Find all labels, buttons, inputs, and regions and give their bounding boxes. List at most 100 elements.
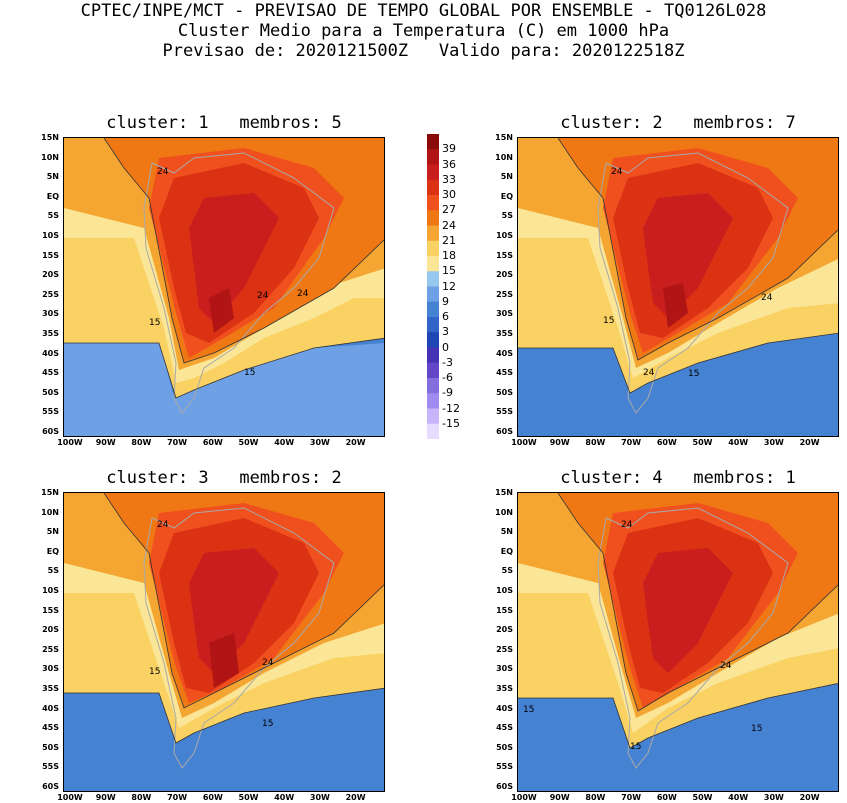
colorbar-swatch [427,134,439,150]
lat-tick-label: 50S [42,742,59,752]
lon-tick-label: 70W [621,438,642,447]
band-36-1 [209,288,234,333]
contour-24-1 [103,138,384,364]
map-panel-1: 24 24 24 15 15 [63,137,385,437]
lat-tick-label: 30S [42,664,59,674]
lat-tick-label: 10S [42,586,59,595]
contour-24-2 [557,138,838,361]
contour-15-3 [64,687,384,744]
lat-tick-label: EQ [500,191,513,201]
lon-tick-label: 30W [763,793,784,802]
lon-tick-label: 50W [692,793,713,802]
lat-tick-label: 35S [496,329,513,338]
band-33-1 [189,193,279,323]
contour-label-4a: 24 [621,520,633,530]
lat-tick-label: 20S [42,270,59,280]
panel-title-4: cluster: 4 membros: 1 [560,468,796,488]
lat-tick-label: 45S [496,368,513,378]
lat-tick-label: 5N [46,527,59,537]
lat-tick-label: 50S [496,742,513,752]
colorbar-swatch [427,408,439,425]
lat-tick-label: 25S [496,644,513,654]
lon-tick-label: 60W [202,793,223,802]
lat-tick-label: 10S [496,586,513,595]
lon-tick-label: 70W [621,793,642,802]
lat-tick-label: 40S [42,703,59,713]
lon-tick-label: 70W [167,438,188,447]
band-36-2 [663,283,688,328]
colorbar-swatch [427,179,439,196]
lat-tick-label: 60S [42,427,59,436]
lon-tick-label: 60W [656,793,677,802]
lon-tick-label: 40W [274,793,295,802]
lon-tick-label: 50W [238,438,259,447]
lat-tick-label: EQ [46,546,59,556]
lon-tick-label: 20W [345,438,366,447]
lon-tick-label: 20W [799,793,820,802]
chart-title-line1: CPTEC/INPE/MCT - PREVISAO DE TEMPO GLOBA… [80,1,767,21]
colorbar-tick-label: 3 [442,325,449,339]
colorbar-swatch [427,301,439,318]
lon-tick-label: 100W [57,438,83,447]
lat-tick-label: 60S [496,427,513,436]
colorbar-tick-label: 18 [442,249,456,262]
lon-tick-label: 60W [656,438,677,447]
contour-label-2c: 15 [603,316,614,326]
colorbar-swatch [427,271,439,287]
lat-tick-label: 30S [496,664,513,674]
lat-tick-label: 10N [495,152,513,162]
colorbar-swatch [427,210,439,226]
colorbar-swatch [427,149,439,165]
lat-tick-label: 40S [496,703,513,713]
lon-tick-label: 100W [57,793,83,802]
lat-tick-label: 5S [47,211,59,221]
chart-title-line3: Previsao de: 2020121500Z Valido para: 20… [162,41,685,61]
lat-tick-label: 55S [42,407,59,417]
lat-tick-label: 20S [42,625,59,635]
colorbar-tick-label: -3 [442,355,453,369]
colorbar-tick-label: -15 [442,416,460,430]
lat-tick-label: 10S [42,231,59,240]
colorbar-tick-label: 24 [442,218,456,232]
lat-tick-label: 55S [496,762,513,772]
contour-15-4 [518,683,838,749]
lon-tick-label: 50W [238,793,259,802]
lon-tick-label: 100W [511,438,537,447]
colorbar-swatch [427,317,439,333]
lat-tick-label: 35S [496,684,513,693]
lat-tick-label: 45S [496,723,513,733]
contour-label-2b: 24 [761,293,773,303]
lat-tick-label: 55S [42,762,59,772]
lat-tick-label: 35S [42,684,59,693]
lat-tick-label: 25S [496,289,513,299]
lon-tick-label: 80W [131,438,152,447]
lon-tick-label: 70W [167,793,188,802]
contour-15-2 [518,332,838,394]
colorbar-tick-label: 12 [442,279,456,293]
contour-label-1c: 24 [297,289,309,299]
lon-tick-label: 90W [95,793,116,802]
lon-tick-label: 20W [799,438,820,447]
colorbar-swatch [427,195,439,211]
contour-label-3b: 24 [262,658,274,668]
contour-label-1d: 15 [149,318,160,328]
colorbar-swatch [427,332,439,348]
chart-title-line2: Cluster Medio para a Temperatura (C) em … [177,21,670,41]
band-36-3 [209,633,239,688]
contour-label-4e: 15 [630,742,641,752]
lat-tick-label: 5N [500,527,513,537]
map-canvas-4: 24 24 15 15 15 [518,493,838,791]
lon-tick-label: 90W [549,438,570,447]
lat-tick-label: 60S [42,782,59,791]
colorbar-tick-label: 15 [442,264,456,278]
contour-label-1b: 24 [257,291,269,301]
lat-tick-label: EQ [500,546,513,556]
lat-tick-label: 20S [496,270,513,280]
lat-tick-label: 30S [496,309,513,319]
lon-tick-label: 20W [345,793,366,802]
lat-tick-label: 35S [42,329,59,338]
coast-2 [597,152,789,414]
lat-tick-label: 15N [495,133,513,142]
coast-1 [143,152,335,414]
lat-tick-label: 5N [500,172,513,182]
